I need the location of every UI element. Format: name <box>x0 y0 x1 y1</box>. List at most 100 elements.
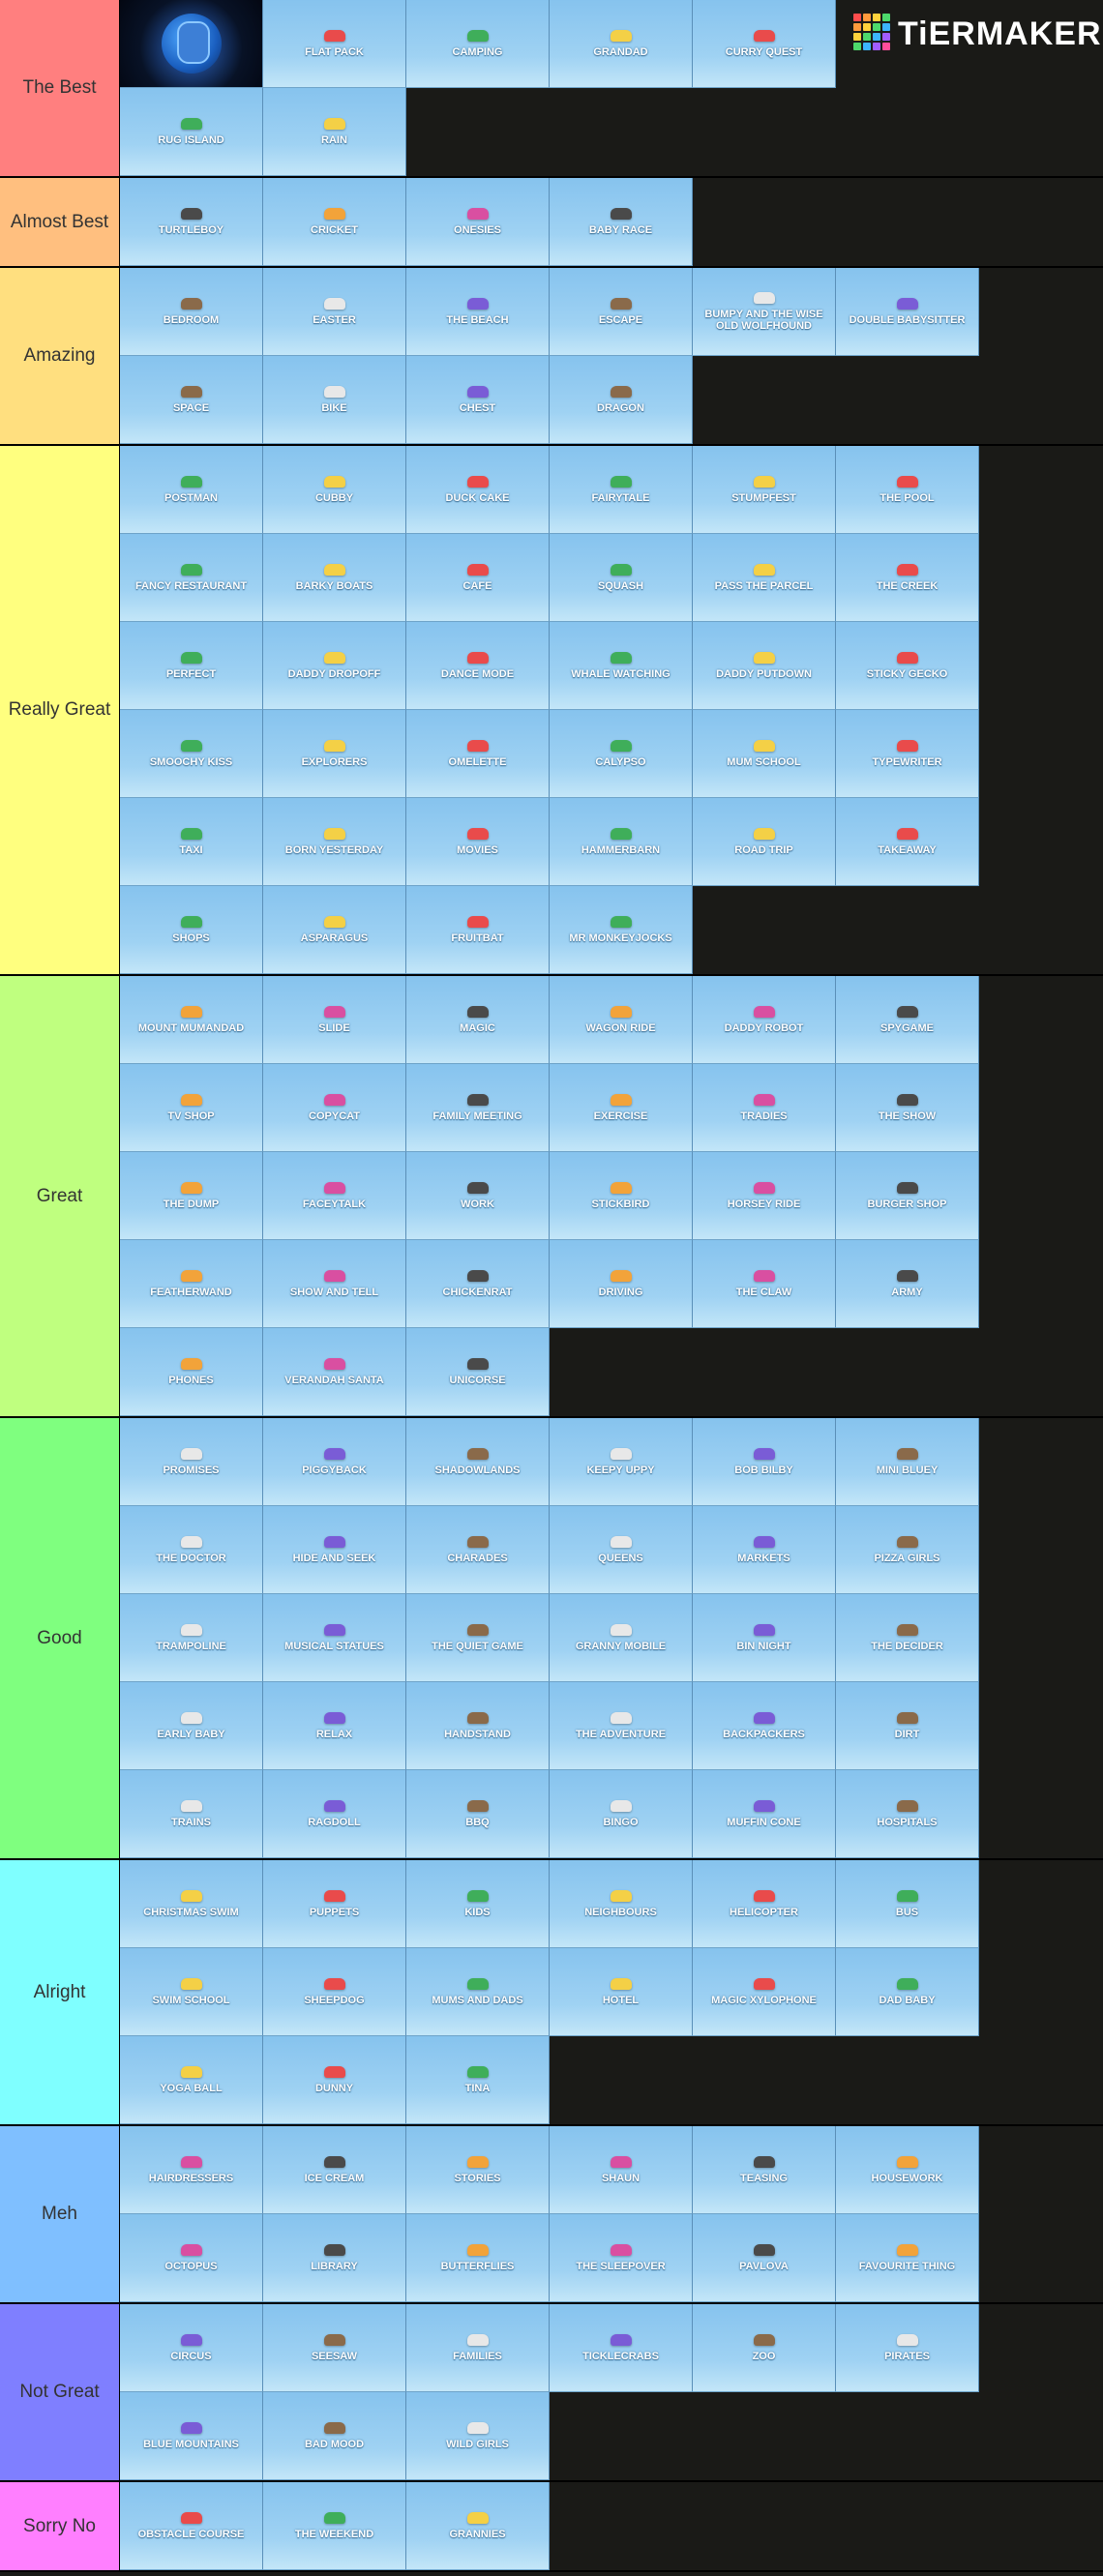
episode-card: The Pool <box>836 446 979 534</box>
episode-icon <box>753 1535 775 1548</box>
logo: TiERMAKER <box>836 0 1103 88</box>
episode-title: Pizza Girls <box>874 1552 940 1564</box>
episode-card: Musical Statues <box>263 1594 406 1682</box>
episode-title: Tradies <box>740 1110 788 1122</box>
episode-icon <box>753 2243 775 2256</box>
episode-icon <box>323 1977 345 1990</box>
episode-card: The Beach <box>406 268 550 356</box>
episode-icon <box>896 297 918 310</box>
episode-card: Calypso <box>550 710 693 798</box>
episode-card: Escape <box>550 268 693 356</box>
episode-card: The Quiet Game <box>406 1594 550 1682</box>
episode-card: Fairytale <box>550 446 693 534</box>
episode-title: Dad Baby <box>879 1994 936 2006</box>
episode-icon <box>753 1447 775 1460</box>
tier-row: Great Mount Mumandad Slide Magic Wagon Ride D… <box>0 976 1103 1418</box>
episode-icon <box>896 1889 918 1902</box>
episode-icon <box>180 207 202 220</box>
episode-icon <box>610 1447 632 1460</box>
episode-icon <box>610 1623 632 1636</box>
episode-icon <box>753 1181 775 1194</box>
episode-icon <box>466 1889 489 1902</box>
episode-icon <box>753 651 775 664</box>
episode-icon <box>323 1889 345 1902</box>
episode-title: Burger Shop <box>867 1198 947 1210</box>
episode-icon <box>180 1535 202 1548</box>
tier-label: Almost Best <box>0 178 120 266</box>
episode-icon <box>180 739 202 752</box>
episode-title: The Show <box>878 1110 937 1122</box>
episode-title: The Doctor <box>156 1552 226 1564</box>
logo-square <box>882 14 890 21</box>
tier-row: The Best Flat Pack Camping Grandad Curry Que… <box>0 0 1103 178</box>
character <box>176 21 210 64</box>
episode-title: Housework <box>871 2172 943 2184</box>
episode-card: Sheepdog <box>263 1948 406 2036</box>
episode-icon <box>323 2421 345 2434</box>
logo-square <box>863 23 871 31</box>
episode-icon <box>610 739 632 752</box>
episode-icon <box>180 915 202 928</box>
episode-title: Dunny <box>314 2082 354 2094</box>
episode-title: Cubby <box>314 491 354 504</box>
episode-icon <box>896 1623 918 1636</box>
episode-title: Grandad <box>593 45 648 58</box>
episode-title: Verandah Santa <box>284 1374 384 1386</box>
episode-card: Ticklecrabs <box>550 2304 693 2392</box>
episode-icon <box>466 2333 489 2346</box>
episode-card: Dirt <box>836 1682 979 1770</box>
episode-card: Squash <box>550 534 693 622</box>
episode-card: Teasing <box>693 2126 836 2214</box>
tier-items: Promises Piggyback Shadowlands Keepy Uppy Bo… <box>120 1418 1103 1858</box>
episode-title: Slide <box>318 1022 350 1034</box>
logo-square <box>882 23 890 31</box>
episode-icon <box>610 1269 632 1282</box>
episode-card: Christmas Swim <box>120 1860 263 1948</box>
episode-title: Escape <box>598 313 643 326</box>
episode-card: Piggyback <box>263 1418 406 1506</box>
episode-card: Handstand <box>406 1682 550 1770</box>
episode-card: Daddy Dropoff <box>263 622 406 710</box>
episode-title: The Adventure <box>575 1728 667 1740</box>
episode-icon <box>753 29 775 42</box>
episode-icon <box>323 207 345 220</box>
episode-card: Shaun <box>550 2126 693 2214</box>
episode-icon <box>753 291 775 304</box>
episode-card: Curry Quest <box>693 0 836 88</box>
episode-title: Bad Mood <box>304 2438 365 2450</box>
episode-title: Duck Cake <box>445 491 510 504</box>
globe <box>161 14 222 74</box>
episode-card: Dragon <box>550 356 693 444</box>
episode-card: Faceytalk <box>263 1152 406 1240</box>
episode-title: Pass the Parcel <box>714 579 814 592</box>
episode-icon <box>610 1977 632 1990</box>
tier-items: Hairdressers Ice Cream Stories Shaun Teasing… <box>120 2126 1103 2302</box>
logo-square <box>853 14 861 21</box>
episode-icon <box>610 1093 632 1106</box>
episode-icon <box>753 2333 775 2346</box>
episode-card: Octopus <box>120 2214 263 2302</box>
episode-title: Fairytale <box>591 491 650 504</box>
tier-items: Postman Cubby Duck Cake Fairytale Stumpfest T… <box>120 446 1103 974</box>
episode-card: Backpackers <box>693 1682 836 1770</box>
episode-title: Army <box>891 1286 923 1298</box>
episode-icon <box>323 2243 345 2256</box>
episode-title: Hide and Seek <box>292 1552 376 1564</box>
episode-title: Backpackers <box>723 1728 805 1740</box>
episode-icon <box>896 651 918 664</box>
episode-title: Bike <box>321 401 347 414</box>
episode-card: Pavlova <box>693 2214 836 2302</box>
episode-title: Bingo <box>603 1816 639 1828</box>
episode-icon <box>180 1447 202 1460</box>
episode-title: Bedroom <box>163 313 220 326</box>
episode-title: Faceytalk <box>302 1198 367 1210</box>
episode-card: Unicorse <box>406 1328 550 1416</box>
episode-title: Muffin Cone <box>727 1816 801 1828</box>
episode-icon <box>466 1623 489 1636</box>
episode-title: Taxi <box>179 844 203 856</box>
episode-card: Blue Mountains <box>120 2392 263 2480</box>
episode-title: Bin Night <box>736 1640 791 1652</box>
episode-icon <box>323 385 345 398</box>
episode-title: The Pool <box>879 491 935 504</box>
